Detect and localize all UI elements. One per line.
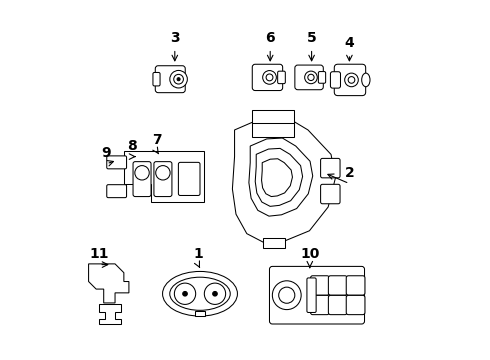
Text: 8: 8 [127, 139, 137, 153]
Text: 1: 1 [194, 247, 203, 261]
Polygon shape [98, 304, 122, 324]
Text: 4: 4 [344, 36, 354, 50]
FancyBboxPatch shape [320, 184, 340, 204]
Circle shape [279, 287, 295, 303]
Circle shape [308, 74, 314, 81]
FancyBboxPatch shape [346, 295, 365, 315]
Circle shape [156, 166, 170, 180]
Circle shape [174, 283, 196, 305]
FancyBboxPatch shape [328, 276, 347, 295]
Circle shape [135, 166, 149, 180]
FancyBboxPatch shape [330, 72, 341, 88]
FancyBboxPatch shape [270, 266, 365, 324]
Circle shape [348, 77, 355, 83]
FancyBboxPatch shape [278, 71, 285, 84]
Circle shape [266, 74, 273, 81]
Ellipse shape [362, 73, 370, 87]
FancyBboxPatch shape [133, 162, 151, 197]
Text: 11: 11 [90, 247, 109, 261]
FancyBboxPatch shape [107, 185, 126, 198]
Circle shape [263, 71, 276, 84]
Circle shape [344, 73, 358, 87]
Polygon shape [124, 151, 204, 202]
Ellipse shape [170, 277, 230, 310]
FancyBboxPatch shape [334, 64, 366, 96]
FancyBboxPatch shape [311, 276, 329, 295]
Text: 5: 5 [307, 31, 317, 45]
FancyBboxPatch shape [252, 64, 283, 90]
FancyBboxPatch shape [328, 295, 347, 315]
Circle shape [204, 283, 225, 305]
Text: 2: 2 [344, 166, 354, 180]
Text: 6: 6 [266, 31, 275, 45]
Text: 9: 9 [101, 146, 111, 160]
FancyBboxPatch shape [318, 72, 326, 83]
Text: 10: 10 [300, 247, 319, 261]
Circle shape [183, 292, 187, 296]
FancyBboxPatch shape [263, 238, 285, 248]
Polygon shape [232, 117, 335, 243]
FancyBboxPatch shape [153, 72, 160, 86]
FancyBboxPatch shape [307, 278, 316, 312]
Text: 7: 7 [152, 134, 162, 147]
FancyBboxPatch shape [320, 158, 340, 178]
Circle shape [170, 71, 187, 88]
Circle shape [174, 75, 183, 84]
Circle shape [305, 71, 317, 84]
Ellipse shape [163, 271, 238, 316]
Circle shape [213, 292, 217, 296]
Circle shape [177, 78, 180, 81]
Polygon shape [89, 264, 129, 303]
FancyBboxPatch shape [252, 110, 294, 137]
FancyBboxPatch shape [154, 162, 172, 197]
Circle shape [272, 281, 301, 310]
FancyBboxPatch shape [295, 65, 323, 90]
Text: 3: 3 [170, 31, 180, 45]
FancyBboxPatch shape [195, 311, 205, 316]
FancyBboxPatch shape [346, 276, 365, 295]
FancyBboxPatch shape [107, 156, 126, 169]
FancyBboxPatch shape [155, 66, 185, 93]
FancyBboxPatch shape [311, 295, 329, 315]
FancyBboxPatch shape [178, 162, 200, 195]
